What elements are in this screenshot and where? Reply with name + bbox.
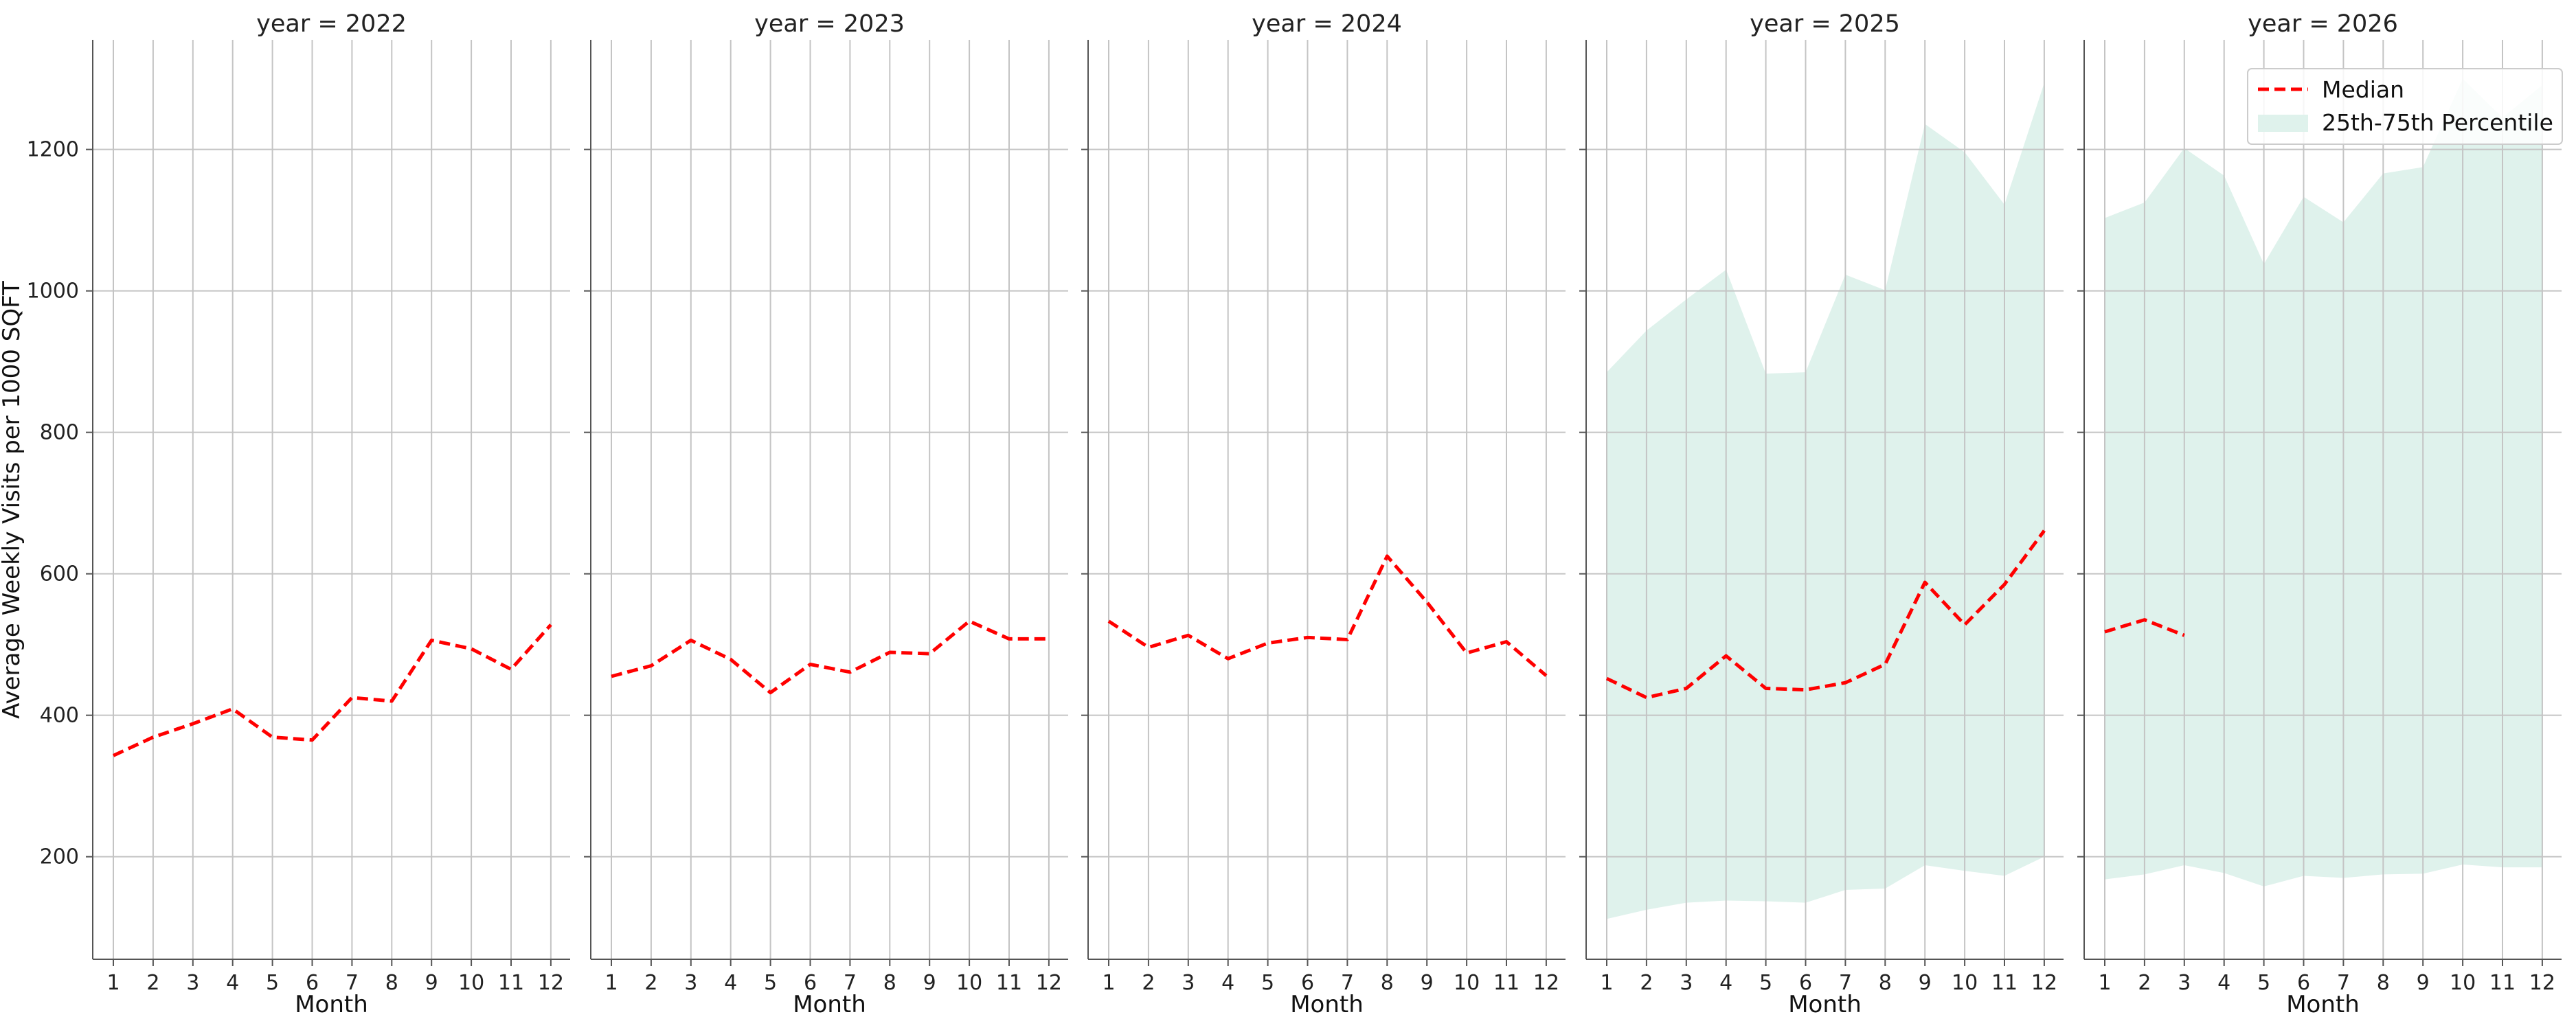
y-axis-title: Average Weekly Visits per 1000 SQFT — [0, 281, 25, 719]
percentile-band-2026 — [2105, 78, 2542, 886]
x-tick-label-2024-12: 12 — [1533, 971, 1559, 995]
x-axis-title-2023: Month — [793, 991, 866, 1018]
x-tick-label-2023-10: 10 — [956, 971, 982, 995]
x-tick-label-2025-1: 1 — [1600, 971, 1613, 995]
x-tick-label-2025-3: 3 — [1680, 971, 1693, 995]
x-axis-title-2025: Month — [1788, 991, 1862, 1018]
x-tick-label-2024-11: 11 — [1493, 971, 1519, 995]
panel-title-2024: year = 2024 — [1252, 10, 1402, 38]
x-tick-label-2025-8: 8 — [1879, 971, 1892, 995]
x-tick-label-2026-9: 9 — [2417, 971, 2430, 995]
x-axis-title-2026: Month — [2286, 991, 2360, 1018]
x-tick-label-2023-7: 7 — [844, 971, 857, 995]
y-tick-label-1000: 1000 — [27, 279, 79, 304]
x-tick-label-2025-5: 5 — [1759, 971, 1772, 995]
x-axis-title-2024: Month — [1290, 991, 1364, 1018]
x-tick-label-2022-3: 3 — [186, 971, 199, 995]
x-tick-label-2023-2: 2 — [644, 971, 657, 995]
y-tick-label-200: 200 — [40, 845, 79, 869]
legend-box — [2247, 68, 2563, 145]
x-tick-label-2026-2: 2 — [2138, 971, 2151, 995]
x-tick-label-2022-8: 8 — [385, 971, 398, 995]
x-tick-label-2026-10: 10 — [2450, 971, 2476, 995]
x-tick-label-2024-2: 2 — [1142, 971, 1155, 995]
x-tick-label-2024-1: 1 — [1102, 971, 1115, 995]
x-tick-label-2025-11: 11 — [1991, 971, 2018, 995]
y-tick-label-1200: 1200 — [27, 138, 79, 162]
percentile-band-2025 — [1607, 82, 2044, 919]
x-tick-label-2026-7: 7 — [2337, 971, 2350, 995]
x-tick-label-2023-5: 5 — [764, 971, 777, 995]
x-tick-label-2024-5: 5 — [1261, 971, 1274, 995]
x-tick-label-2025-6: 6 — [1799, 971, 1812, 995]
x-tick-label-2022-4: 4 — [226, 971, 239, 995]
x-tick-label-2026-8: 8 — [2377, 971, 2390, 995]
x-tick-label-2022-12: 12 — [538, 971, 564, 995]
panel-title-2023: year = 2023 — [754, 10, 905, 38]
x-tick-label-2022-11: 11 — [498, 971, 524, 995]
legend-band-swatch — [2258, 115, 2308, 132]
x-tick-label-2026-1: 1 — [2098, 971, 2111, 995]
x-tick-label-2025-7: 7 — [1839, 971, 1852, 995]
legend-median-label: Median — [2322, 76, 2404, 103]
x-tick-label-2026-4: 4 — [2217, 971, 2230, 995]
x-tick-label-2024-10: 10 — [1454, 971, 1480, 995]
x-tick-label-2024-4: 4 — [1221, 971, 1234, 995]
x-tick-label-2022-9: 9 — [425, 971, 438, 995]
x-tick-label-2023-1: 1 — [605, 971, 618, 995]
x-tick-label-2025-2: 2 — [1640, 971, 1653, 995]
x-tick-label-2023-11: 11 — [996, 971, 1022, 995]
x-tick-label-2023-3: 3 — [684, 971, 697, 995]
x-tick-label-2023-4: 4 — [724, 971, 737, 995]
median-line-2026 — [2104, 618, 2185, 637]
x-tick-label-2022-1: 1 — [106, 971, 120, 995]
y-tick-label-400: 400 — [40, 704, 79, 728]
x-tick-label-2025-10: 10 — [1952, 971, 1978, 995]
x-tick-label-2026-3: 3 — [2178, 971, 2191, 995]
x-tick-label-2024-9: 9 — [1421, 971, 1434, 995]
median-line-2024 — [1107, 554, 1548, 677]
legend: Median 25th-75th Percentile — [2247, 68, 2563, 145]
x-tick-label-2024-3: 3 — [1182, 971, 1195, 995]
x-tick-label-2022-10: 10 — [458, 971, 484, 995]
x-tick-label-2024-6: 6 — [1301, 971, 1314, 995]
y-tick-label-800: 800 — [40, 421, 79, 445]
panel-title-2025: year = 2025 — [1750, 10, 1900, 38]
x-tick-label-2023-6: 6 — [804, 971, 817, 995]
x-tick-label-2022-5: 5 — [266, 971, 279, 995]
legend-band-label: 25th-75th Percentile — [2322, 109, 2553, 136]
x-tick-label-2025-9: 9 — [1919, 971, 1932, 995]
x-tick-label-2025-12: 12 — [2031, 971, 2057, 995]
median-line-2022 — [112, 623, 552, 757]
x-tick-label-2022-7: 7 — [346, 971, 359, 995]
y-tick-label-600: 600 — [40, 562, 79, 586]
x-tick-label-2025-4: 4 — [1719, 971, 1732, 995]
x-tick-label-2023-8: 8 — [883, 971, 896, 995]
x-tick-label-2026-12: 12 — [2529, 971, 2555, 995]
x-axis-title-2022: Month — [295, 991, 368, 1018]
x-tick-label-2023-9: 9 — [923, 971, 936, 995]
x-tick-label-2023-12: 12 — [1036, 971, 1062, 995]
x-tick-label-2022-6: 6 — [306, 971, 319, 995]
median-line-2023 — [611, 619, 1049, 695]
x-tick-label-2026-11: 11 — [2489, 971, 2516, 995]
panel-title-2022: year = 2022 — [256, 10, 407, 38]
x-tick-label-2022-2: 2 — [146, 971, 159, 995]
median-line-2025 — [1605, 529, 2046, 700]
x-tick-label-2024-8: 8 — [1381, 971, 1394, 995]
x-tick-label-2024-7: 7 — [1341, 971, 1354, 995]
panel-title-2026: year = 2026 — [2248, 10, 2398, 38]
x-tick-label-2026-6: 6 — [2297, 971, 2310, 995]
x-tick-label-2026-5: 5 — [2257, 971, 2270, 995]
